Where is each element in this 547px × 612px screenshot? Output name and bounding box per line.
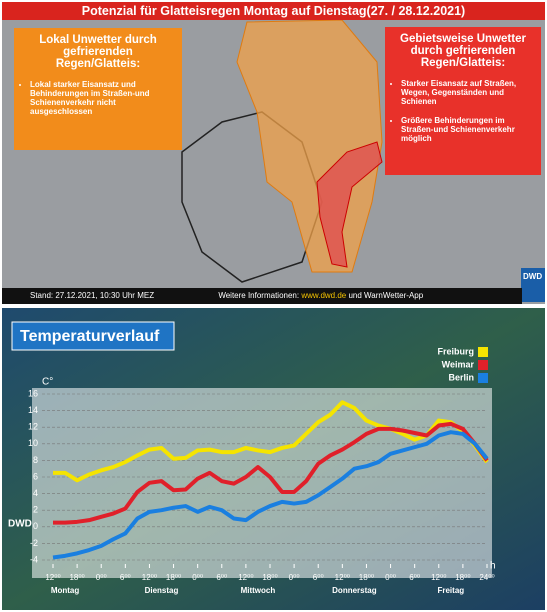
x-tick-label: 24⁰⁰ bbox=[479, 573, 494, 582]
x-tick-label: 0⁰⁰ bbox=[289, 573, 300, 582]
warning-area-regional bbox=[316, 141, 383, 268]
x-axis-label: h bbox=[490, 561, 496, 572]
y-tick-label: 0 bbox=[33, 521, 38, 531]
x-tick-label: 12⁰⁰ bbox=[142, 573, 157, 582]
link[interactable]: www.dwd.de bbox=[301, 291, 347, 300]
x-tick-label: 6⁰⁰ bbox=[120, 573, 131, 582]
y-tick-label: 12 bbox=[28, 422, 38, 432]
y-tick-label: 10 bbox=[28, 438, 38, 448]
stand: Stand: 27.12.2021, 10:30 Uhr MEZ bbox=[30, 291, 155, 300]
chart: Temperaturverlauf C° h DWD -4 -2 0 2 4 6 8 10 12… bbox=[2, 308, 545, 610]
map-footer: Stand: 27.12.2021, 10:30 Uhr MEZ Weitere… bbox=[2, 288, 522, 304]
info-box-orange: Lokal Unwetter durch gefrierenden Regen/… bbox=[14, 28, 182, 150]
box-heading: Lokal Unwetter durch gefrierenden Regen/… bbox=[39, 34, 157, 70]
y-tick-label: 4 bbox=[33, 488, 38, 498]
y-axis-label: C° bbox=[42, 377, 53, 388]
x-tick-label: 12⁰⁰ bbox=[335, 573, 350, 582]
y-tick-label: 16 bbox=[28, 388, 38, 398]
y-tick-label: -2 bbox=[30, 538, 38, 548]
logo: DWD bbox=[8, 519, 32, 530]
legend-label: Berlin bbox=[448, 372, 474, 382]
y-tick-label: 8 bbox=[33, 455, 38, 465]
series-line bbox=[52, 430, 489, 560]
legend-swatch bbox=[478, 373, 488, 383]
day-label: Donnerstag bbox=[332, 586, 377, 595]
map-title: Potenzial für Glatteisregen Montag auf D… bbox=[2, 2, 545, 20]
x-tick-label: 18⁰⁰ bbox=[262, 573, 277, 582]
x-tick-label: 18⁰⁰ bbox=[69, 573, 84, 582]
x-tick-label: 6⁰⁰ bbox=[216, 573, 227, 582]
y-tick-label: -4 bbox=[30, 554, 38, 564]
day-label: Dienstag bbox=[145, 586, 179, 595]
y-tick-label: 6 bbox=[33, 471, 38, 481]
x-tick-label: 0⁰⁰ bbox=[96, 573, 107, 582]
x-tick-label: 0⁰⁰ bbox=[385, 573, 396, 582]
x-tick-label: 12⁰⁰ bbox=[238, 573, 253, 582]
x-tick-label: 12⁰⁰ bbox=[45, 573, 60, 582]
x-tick-label: 18⁰⁰ bbox=[359, 573, 374, 582]
logo: DWD bbox=[523, 272, 543, 281]
x-tick-label: 0⁰⁰ bbox=[192, 573, 203, 582]
legend-label: Weimar bbox=[442, 359, 475, 369]
title-box bbox=[11, 321, 175, 351]
y-tick-label: 14 bbox=[28, 405, 38, 415]
legend-label: Freiburg bbox=[437, 346, 474, 356]
x-tick-label: 6⁰⁰ bbox=[409, 573, 420, 582]
info-box-red: Gebietsweise Unwetter durch gefrierenden… bbox=[385, 27, 541, 175]
app: und WarnWetter-App bbox=[348, 291, 424, 300]
more-info: Weitere Informationen: bbox=[218, 291, 300, 300]
x-tick-label: 18⁰⁰ bbox=[166, 573, 181, 582]
box-heading: Gebietsweise Unwetter durch gefrierenden… bbox=[400, 33, 526, 69]
series-line bbox=[53, 421, 489, 525]
day-label: Montag bbox=[51, 586, 80, 595]
day-label: Freitag bbox=[437, 586, 464, 595]
logo-bg bbox=[521, 268, 545, 302]
x-tick-label: 6⁰⁰ bbox=[313, 573, 324, 582]
y-tick-label: 2 bbox=[33, 505, 38, 515]
plot-overlay bbox=[32, 388, 492, 578]
map-panel: Potenzial für Glatteisregen Montag auf D… bbox=[2, 2, 545, 304]
legend-swatch bbox=[478, 360, 488, 370]
x-tick-label: 18⁰⁰ bbox=[455, 573, 470, 582]
day-label: Mittwoch bbox=[241, 586, 276, 595]
legend-swatch bbox=[478, 347, 488, 357]
series-line bbox=[53, 400, 489, 483]
chart-title: Temperaturverlauf bbox=[20, 328, 160, 345]
box-bullet: Größere Behinderungen im Straßen-und Sch… bbox=[401, 116, 535, 143]
x-tick-label: 12⁰⁰ bbox=[431, 573, 446, 582]
box-bullet: Starker Eisansatz auf Straßen, Wegen, Ge… bbox=[401, 79, 535, 106]
box-bullet: Lokal starker Eisansatz und Behinderunge… bbox=[30, 80, 176, 116]
